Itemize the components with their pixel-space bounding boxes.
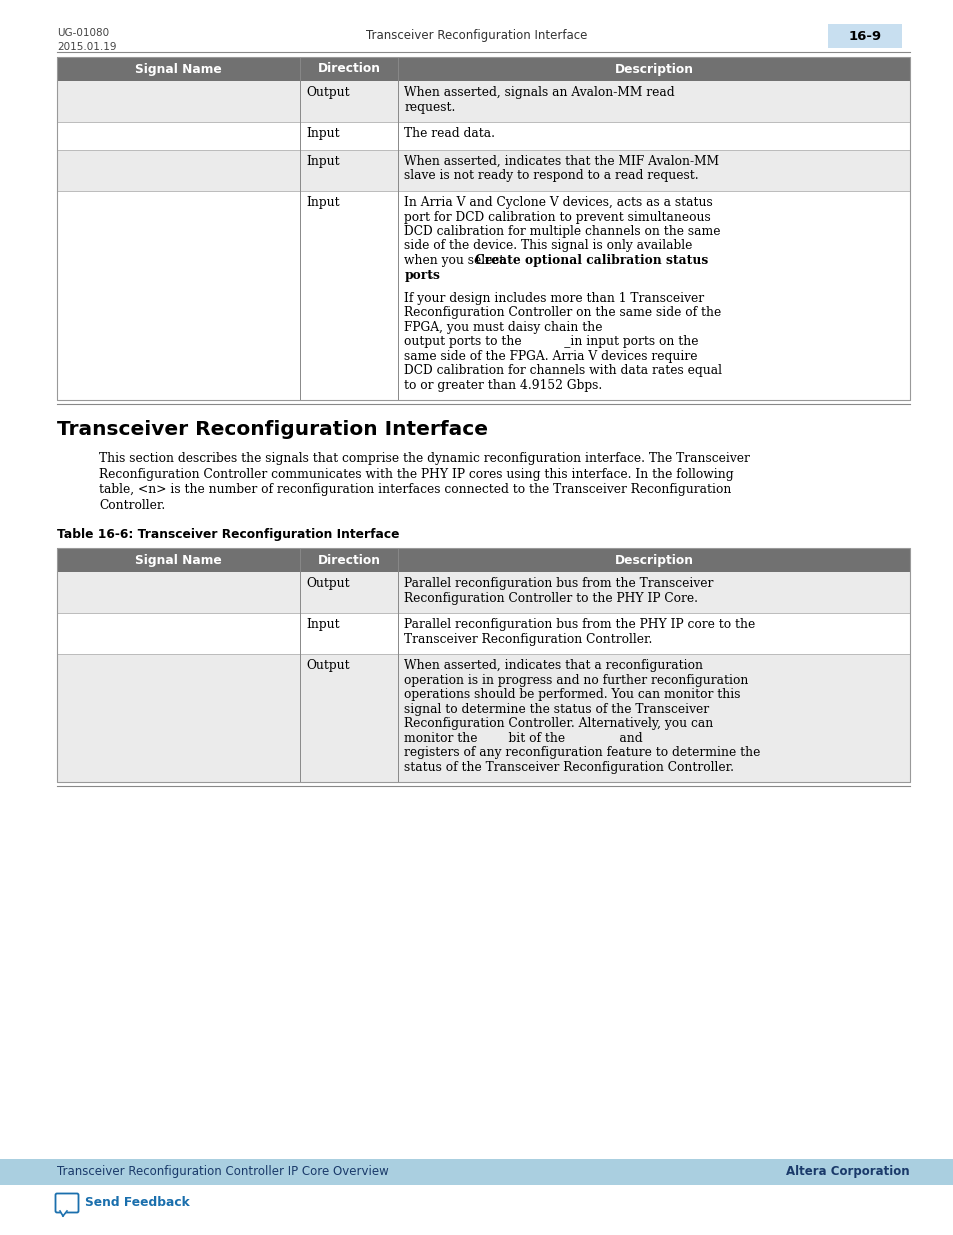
Bar xyxy=(57,82,909,122)
Text: operations should be performed. You can monitor this: operations should be performed. You can … xyxy=(404,688,740,701)
Text: Input: Input xyxy=(306,619,339,631)
Text: ports: ports xyxy=(404,268,439,282)
Text: operation is in progress and no further reconfiguration: operation is in progress and no further … xyxy=(404,674,748,687)
Text: Transceiver Reconfiguration Interface: Transceiver Reconfiguration Interface xyxy=(366,30,587,42)
Text: Description: Description xyxy=(614,553,693,567)
Bar xyxy=(827,23,901,48)
Text: output ports to the           _in input ports on the: output ports to the _in input ports on t… xyxy=(404,335,698,348)
Bar xyxy=(57,191,909,400)
Text: request.: request. xyxy=(404,100,456,114)
Bar xyxy=(57,572,909,614)
Text: Direction: Direction xyxy=(317,553,380,567)
Text: status of the Transceiver Reconfiguration Controller.: status of the Transceiver Reconfiguratio… xyxy=(404,761,734,773)
Polygon shape xyxy=(60,1212,67,1216)
Text: The read data.: The read data. xyxy=(404,127,495,140)
Text: When asserted, indicates that a reconfiguration: When asserted, indicates that a reconfig… xyxy=(404,659,702,672)
Bar xyxy=(57,149,909,191)
Text: Signal Name: Signal Name xyxy=(135,553,222,567)
Text: If your design includes more than 1 Transceiver: If your design includes more than 1 Tran… xyxy=(404,291,703,305)
Text: same side of the FPGA. Arria V devices require: same side of the FPGA. Arria V devices r… xyxy=(404,350,697,363)
Text: monitor the        bit of the              and: monitor the bit of the and xyxy=(404,731,642,745)
Text: Reconfiguration Controller to the PHY IP Core.: Reconfiguration Controller to the PHY IP… xyxy=(404,592,698,605)
Text: FPGA, you must daisy chain the: FPGA, you must daisy chain the xyxy=(404,321,602,333)
Text: Input: Input xyxy=(306,156,339,168)
Text: table, <n> is the number of reconfiguration interfaces connected to the Transcei: table, <n> is the number of reconfigurat… xyxy=(99,483,731,496)
Text: Reconfiguration Controller. Alternatively, you can: Reconfiguration Controller. Alternativel… xyxy=(404,718,713,730)
Text: Signal Name: Signal Name xyxy=(135,63,222,75)
Text: When asserted, signals an Avalon-MM read: When asserted, signals an Avalon-MM read xyxy=(404,86,674,99)
Text: Transceiver Reconfiguration Interface: Transceiver Reconfiguration Interface xyxy=(57,420,488,440)
Text: Controller.: Controller. xyxy=(99,499,165,511)
Bar xyxy=(0,1158,953,1186)
Text: DCD calibration for multiple channels on the same: DCD calibration for multiple channels on… xyxy=(404,225,720,238)
Bar xyxy=(57,655,909,782)
Bar xyxy=(57,57,909,400)
Text: DCD calibration for channels with data rates equal: DCD calibration for channels with data r… xyxy=(404,364,721,377)
Text: This section describes the signals that comprise the dynamic reconfiguration int: This section describes the signals that … xyxy=(99,452,749,466)
Text: 2015.01.19: 2015.01.19 xyxy=(57,42,116,52)
Text: Transceiver Reconfiguration Controller.: Transceiver Reconfiguration Controller. xyxy=(404,632,652,646)
Text: Description: Description xyxy=(614,63,693,75)
Text: registers of any reconfiguration feature to determine the: registers of any reconfiguration feature… xyxy=(404,746,760,760)
Text: UG-01080: UG-01080 xyxy=(57,28,109,38)
FancyBboxPatch shape xyxy=(55,1193,78,1213)
Bar xyxy=(57,548,909,782)
Text: Input: Input xyxy=(306,196,339,209)
Text: 16-9: 16-9 xyxy=(847,30,881,42)
Text: port for DCD calibration to prevent simultaneous: port for DCD calibration to prevent simu… xyxy=(404,210,710,224)
Text: Altera Corporation: Altera Corporation xyxy=(785,1166,909,1178)
Text: Parallel reconfiguration bus from the PHY IP core to the: Parallel reconfiguration bus from the PH… xyxy=(404,619,755,631)
Text: when you select: when you select xyxy=(404,254,508,267)
Bar xyxy=(57,122,909,149)
Text: When asserted, indicates that the MIF Avalon-MM: When asserted, indicates that the MIF Av… xyxy=(404,156,719,168)
Text: Input: Input xyxy=(306,127,339,140)
Text: signal to determine the status of the Transceiver: signal to determine the status of the Tr… xyxy=(404,703,709,716)
Text: Transceiver Reconfiguration Controller IP Core Overview: Transceiver Reconfiguration Controller I… xyxy=(57,1166,388,1178)
Text: Table 16-6: Transceiver Reconfiguration Interface: Table 16-6: Transceiver Reconfiguration … xyxy=(57,529,399,541)
Text: slave is not ready to respond to a read request.: slave is not ready to respond to a read … xyxy=(404,169,699,183)
Text: side of the device. This signal is only available: side of the device. This signal is only … xyxy=(404,240,692,252)
Text: Output: Output xyxy=(306,86,350,99)
Text: to or greater than 4.9152 Gbps.: to or greater than 4.9152 Gbps. xyxy=(404,379,601,391)
Text: .: . xyxy=(428,268,432,282)
Bar xyxy=(57,548,909,572)
Text: Create optional calibration status: Create optional calibration status xyxy=(474,254,707,267)
Text: Direction: Direction xyxy=(317,63,380,75)
Text: Reconfiguration Controller communicates with the PHY IP cores using this interfa: Reconfiguration Controller communicates … xyxy=(99,468,733,480)
Text: In Arria V and Cyclone V devices, acts as a status: In Arria V and Cyclone V devices, acts a… xyxy=(404,196,712,209)
Text: Reconfiguration Controller on the same side of the: Reconfiguration Controller on the same s… xyxy=(404,306,720,319)
Bar xyxy=(57,57,909,82)
Text: Send Feedback: Send Feedback xyxy=(85,1197,190,1209)
Text: Output: Output xyxy=(306,577,350,590)
Text: Output: Output xyxy=(306,659,350,672)
Bar xyxy=(57,614,909,655)
Text: Parallel reconfiguration bus from the Transceiver: Parallel reconfiguration bus from the Tr… xyxy=(404,577,713,590)
